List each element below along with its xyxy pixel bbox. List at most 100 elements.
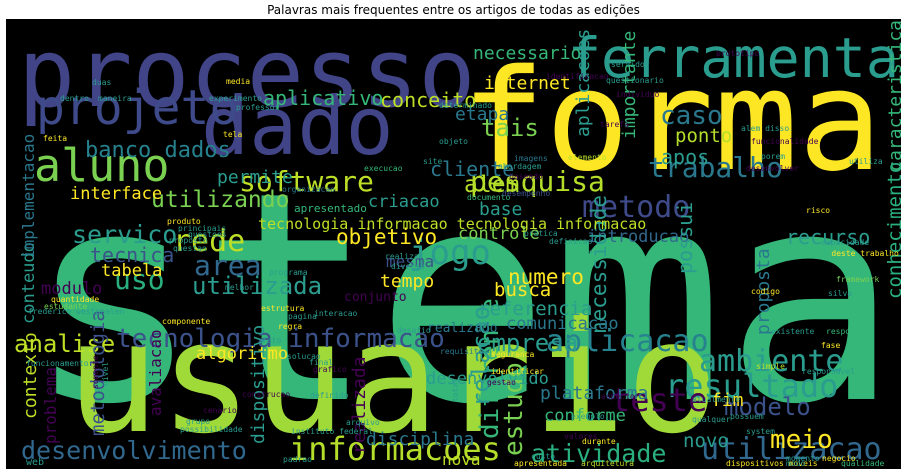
- word-atividade: atividade: [531, 439, 666, 468]
- word-utiliza: utiliza: [849, 157, 883, 166]
- word-interacao: interacao: [314, 309, 358, 318]
- word-aplicacao: aplicacao: [546, 324, 709, 359]
- word-apresentado: apresentado: [294, 202, 367, 215]
- word-software: software: [239, 165, 374, 198]
- word-funcionamento: funcionamento: [26, 359, 89, 368]
- chart-title: Palavras mais frequentes entre os artigo…: [267, 3, 640, 17]
- word-projeto: projeto: [36, 80, 238, 136]
- word-servico: servico: [72, 220, 177, 249]
- word-regra: regra: [278, 322, 302, 331]
- word-aspecto: aspecto: [601, 392, 635, 401]
- word-duas: duas: [92, 78, 111, 87]
- word-possui: possui: [673, 202, 697, 274]
- word-imagens: imagens: [514, 154, 548, 163]
- word-analise: analise: [14, 330, 115, 358]
- word-porem: porem: [761, 152, 785, 161]
- word-documento: documento: [467, 193, 511, 202]
- word-conteudo: conteudo: [19, 242, 39, 324]
- word-principais: principais: [178, 224, 226, 233]
- word-responsavel: responsavel: [802, 367, 855, 376]
- word-framework: framework: [836, 275, 880, 284]
- word-metodo: metodo: [582, 190, 690, 225]
- word-cenario: cenario: [203, 406, 237, 415]
- word-controle: controle: [458, 224, 540, 244]
- word-professor: professor: [236, 103, 280, 112]
- word-feita: feita: [43, 134, 67, 143]
- word-permite: permite: [217, 167, 293, 188]
- word-problema: problema: [41, 367, 60, 444]
- word-proposta: proposta: [753, 248, 774, 335]
- word-programa: programa: [269, 268, 308, 277]
- word-determinado: determinado: [439, 101, 492, 110]
- word-busca: busca: [494, 279, 551, 301]
- word-possibilidade: possibilidade: [180, 425, 243, 434]
- word-final: final: [309, 358, 333, 367]
- word-arquivo: arquivo: [346, 418, 380, 427]
- word-solucao: solucao: [287, 352, 321, 361]
- word-cliente: cliente: [430, 157, 514, 181]
- word-desenvolver: desenvolver: [746, 164, 799, 173]
- word-interface: interface: [70, 184, 162, 204]
- word-necessidade: necessidade: [587, 195, 611, 334]
- word-valores: valores: [564, 432, 598, 441]
- word-ponto: ponto: [675, 125, 732, 147]
- word-fim: fim: [711, 390, 744, 411]
- word-tarefa: tarefa: [600, 120, 629, 129]
- word-caso: caso: [660, 101, 723, 131]
- word-exemplo: exemplo: [571, 412, 605, 421]
- word-recurso: recurso: [786, 225, 870, 249]
- word-desenvolvido: desenvolvido: [426, 369, 549, 389]
- word-total: total: [451, 378, 460, 402]
- word-resultado: resultado: [665, 367, 838, 405]
- word-possuem: possuem: [730, 412, 764, 421]
- word-meio: meio: [770, 425, 833, 455]
- word-criacao: criacao: [368, 192, 440, 212]
- word-objeto: objeto: [439, 137, 468, 146]
- word-comunicacao: comunicacao: [506, 314, 619, 334]
- word-melhor: melhor: [225, 283, 254, 292]
- word-conceito: conceito: [380, 88, 476, 112]
- word-dispositivo: dispositivo: [248, 325, 269, 444]
- word-capacidade: capacidade: [821, 238, 869, 247]
- word-conjunto: conjunto: [344, 290, 407, 305]
- word-media: media: [226, 77, 250, 86]
- word-instituto-federal: instituto federal: [291, 427, 373, 436]
- word-introducao: introducao: [587, 227, 689, 247]
- word-utilizada: utilizada: [192, 272, 322, 300]
- word-grupo: grupo: [186, 417, 210, 426]
- word-dado: dado: [201, 80, 394, 173]
- word-modo: modo: [786, 459, 805, 468]
- word-internet: internet: [484, 73, 571, 94]
- word-tecnica: tecnica: [90, 243, 174, 267]
- word-dispositivos-moveis: dispositivos moveis: [726, 459, 818, 468]
- word-organizacao: organizacao: [282, 185, 335, 194]
- word-informacoes: informacoes: [289, 430, 501, 468]
- word-contexto: contexto: [20, 332, 41, 419]
- word-nova: nova: [442, 450, 481, 469]
- word-modulo: modulo: [41, 279, 102, 299]
- word-site: site: [423, 157, 442, 166]
- word-trabalho: trabalho: [648, 151, 783, 184]
- word-execucao: execucao: [364, 164, 403, 173]
- word-estudante: estudante: [44, 302, 88, 311]
- word-durante: durante: [582, 437, 616, 446]
- word-seguranca: seguranca: [491, 350, 535, 359]
- word-metodologia: metodologia: [87, 310, 109, 436]
- word-tabela: tabela: [101, 261, 162, 281]
- word-grafico: grafico: [313, 365, 347, 374]
- word-mesma: mesma: [386, 252, 434, 271]
- word-jogo: jogo: [409, 233, 491, 273]
- word-componente: componente: [162, 317, 210, 326]
- word-aluno: aluno: [34, 139, 169, 192]
- word-gestao: gestao: [487, 378, 516, 387]
- word-experimento: experimento: [209, 94, 262, 103]
- word-maneira: maneira: [98, 94, 132, 103]
- word-quantidade: quantidade: [51, 295, 99, 304]
- word-desenvolvimento: desenvolvimento: [21, 436, 247, 465]
- word-requisito: requisito: [440, 347, 484, 356]
- word-processo: processo: [18, 19, 476, 129]
- word-atualmente: atualmente: [692, 395, 740, 404]
- word-nivel: nivel: [101, 362, 110, 386]
- word-uso: uso: [114, 263, 165, 296]
